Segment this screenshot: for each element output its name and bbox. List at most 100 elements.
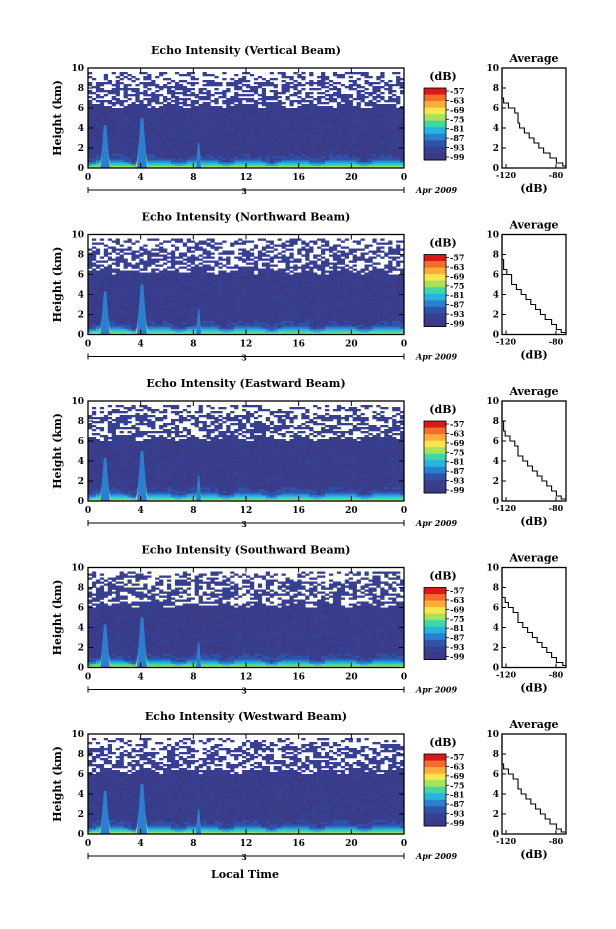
heatmap-cell bbox=[151, 136, 156, 139]
heatmap-cell bbox=[234, 318, 239, 321]
heatmap-cell bbox=[261, 166, 267, 169]
heatmap-cell bbox=[159, 270, 164, 273]
heatmap-cell bbox=[344, 162, 349, 165]
heatmap-cell bbox=[253, 322, 259, 325]
heatmap-cell bbox=[400, 106, 405, 109]
heatmap-cell bbox=[218, 136, 223, 139]
heatmap-cell bbox=[230, 136, 235, 139]
heatmap-cell bbox=[135, 90, 140, 93]
heatmap-cell bbox=[340, 98, 346, 101]
heatmap-cell bbox=[249, 318, 255, 321]
heatmap-cell bbox=[344, 104, 349, 107]
heatmap-cell bbox=[206, 152, 211, 155]
heatmap-cell bbox=[143, 106, 148, 109]
heatmap-cell bbox=[119, 250, 124, 253]
heatmap-cell bbox=[214, 320, 219, 323]
heatmap-cell bbox=[115, 308, 120, 311]
heatmap-cell bbox=[135, 150, 140, 153]
heatmap-cell bbox=[170, 112, 176, 115]
heatmap-cell bbox=[88, 110, 93, 113]
heatmap-cell bbox=[190, 328, 195, 331]
heatmap-cell bbox=[167, 140, 172, 143]
heatmap-cell bbox=[167, 158, 172, 161]
heatmap-cell bbox=[214, 132, 219, 135]
heatmap-cell bbox=[190, 138, 195, 141]
heatmap-cell bbox=[218, 132, 223, 135]
heatmap-cell bbox=[372, 108, 377, 111]
heatmap-cell bbox=[174, 270, 180, 273]
heatmap-cell bbox=[178, 294, 184, 297]
heatmap-cell bbox=[348, 144, 353, 147]
heatmap-cell bbox=[293, 146, 298, 149]
heatmap-cell bbox=[380, 132, 385, 135]
heatmap-cell bbox=[336, 108, 342, 111]
heatmap-cell bbox=[222, 274, 227, 277]
heatmap-cell bbox=[226, 102, 231, 105]
heatmap-cell bbox=[174, 298, 180, 301]
heatmap-cell bbox=[380, 116, 385, 119]
heatmap-cell bbox=[186, 314, 191, 317]
heatmap-cell bbox=[222, 286, 227, 289]
heatmap-cell bbox=[163, 268, 168, 271]
heatmap-cell bbox=[325, 158, 330, 161]
heatmap-cell bbox=[88, 150, 93, 153]
heatmap-cell bbox=[352, 118, 357, 121]
heatmap-cell bbox=[163, 138, 168, 141]
heatmap-cell bbox=[332, 152, 338, 155]
heatmap-cell bbox=[115, 126, 120, 129]
heatmap-cell bbox=[400, 160, 405, 163]
heatmap-cell bbox=[325, 150, 330, 153]
heatmap-cell bbox=[222, 308, 227, 311]
heatmap-cell bbox=[167, 156, 172, 159]
heatmap-cell bbox=[281, 132, 286, 135]
heatmap-cell bbox=[155, 136, 160, 139]
heatmap-cell bbox=[313, 150, 318, 153]
heatmap-cell bbox=[155, 314, 160, 317]
heatmap-cell bbox=[159, 108, 164, 111]
heatmap-cell bbox=[182, 80, 188, 83]
heatmap-cell bbox=[190, 104, 195, 107]
heatmap-cell bbox=[91, 308, 97, 311]
heatmap-cell bbox=[147, 156, 152, 159]
heatmap-cell bbox=[123, 290, 128, 293]
heatmap-cell bbox=[396, 112, 401, 115]
heatmap-cell bbox=[182, 134, 188, 137]
heatmap-cell bbox=[392, 118, 397, 121]
heatmap-cell bbox=[332, 146, 338, 149]
heatmap-cell bbox=[159, 140, 164, 143]
heatmap-cell bbox=[186, 150, 191, 153]
heatmap-cell bbox=[297, 100, 302, 103]
heatmap-cell bbox=[135, 270, 140, 273]
heatmap-cell bbox=[127, 296, 132, 299]
heatmap-cell bbox=[143, 264, 148, 267]
heatmap-cell bbox=[238, 324, 243, 327]
heatmap-cell bbox=[273, 152, 278, 155]
heatmap-cell bbox=[155, 110, 160, 113]
heatmap-cell bbox=[356, 122, 361, 125]
heatmap-cell bbox=[265, 112, 270, 115]
heatmap-cell bbox=[127, 292, 132, 295]
heatmap-cell bbox=[380, 118, 385, 121]
heatmap-cell bbox=[182, 144, 188, 147]
heatmap-cell bbox=[249, 332, 255, 335]
heatmap-cell bbox=[190, 306, 195, 309]
heatmap-cell bbox=[107, 122, 112, 125]
heatmap-cell bbox=[151, 286, 156, 289]
heatmap-cell bbox=[297, 84, 302, 87]
heatmap-cell bbox=[115, 162, 120, 165]
heatmap-cell bbox=[186, 124, 191, 127]
heatmap-cell bbox=[170, 146, 176, 149]
heatmap-cell bbox=[170, 280, 176, 283]
heatmap-cell bbox=[194, 322, 199, 325]
heatmap-cell bbox=[182, 118, 188, 121]
heatmap-cell bbox=[313, 106, 318, 109]
heatmap-cell bbox=[95, 128, 101, 131]
heatmap-cell bbox=[332, 124, 338, 127]
heatmap-cell bbox=[388, 120, 393, 123]
heatmap-cell bbox=[202, 98, 207, 101]
heatmap-cell bbox=[348, 88, 353, 91]
heatmap-cell bbox=[344, 102, 349, 105]
heatmap-cell bbox=[400, 122, 405, 125]
heatmap-cell bbox=[301, 116, 306, 119]
heatmap-cell bbox=[396, 78, 401, 81]
